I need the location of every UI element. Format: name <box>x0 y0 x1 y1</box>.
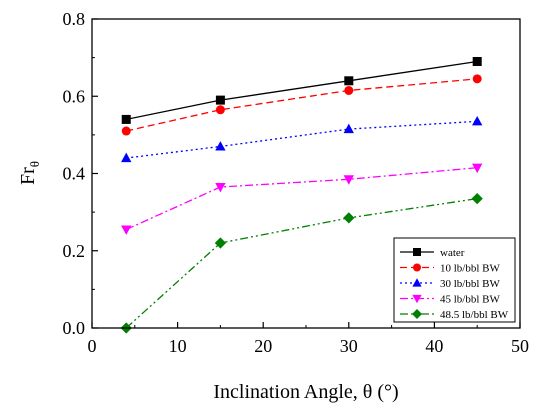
x-tick-label: 50 <box>511 336 529 356</box>
legend-label: 45 lb/bbl BW <box>440 294 501 306</box>
y-tick-label: 0.0 <box>63 318 86 338</box>
legend: water 10 lb/bbl BW 30 lb/bbl BW 45 lb/bbl B… <box>393 237 516 323</box>
series-3 <box>121 115 483 163</box>
data-point <box>343 212 355 224</box>
series-2 <box>121 74 482 136</box>
y-tick-label: 0.8 <box>63 9 86 29</box>
data-point <box>121 152 132 163</box>
data-point <box>472 163 483 174</box>
data-point <box>343 123 354 134</box>
x-tick-label: 40 <box>425 336 443 356</box>
data-point <box>343 175 354 185</box>
series-line <box>126 120 478 159</box>
x-tick-label: 0 <box>88 336 97 356</box>
y-tick-label: 0.6 <box>63 86 86 106</box>
legend-label: 10 lb/bbl BW <box>440 263 501 275</box>
series-line <box>125 197 478 329</box>
series-line <box>125 167 478 231</box>
y-axis-title-subscript: θ <box>27 161 42 167</box>
data-point <box>472 115 483 126</box>
data-point <box>471 192 483 205</box>
series-5 <box>120 192 483 334</box>
x-tick-label: 20 <box>254 336 272 356</box>
y-tick-label: 0.2 <box>63 241 86 261</box>
legend-marker <box>413 248 421 256</box>
data-point <box>215 105 225 115</box>
data-point <box>344 85 354 95</box>
legend-marker <box>412 294 422 304</box>
series-1 <box>121 56 482 124</box>
data-point <box>472 56 482 66</box>
legend-marker <box>412 278 422 287</box>
data-point <box>121 225 132 235</box>
data-point <box>121 114 131 124</box>
series-line <box>126 78 478 132</box>
series-layer <box>120 56 483 334</box>
series-line <box>126 60 478 121</box>
data-point <box>215 141 226 151</box>
data-point <box>472 74 482 84</box>
legend-label: water <box>440 247 465 259</box>
data-point <box>215 95 225 105</box>
series-4 <box>121 163 483 235</box>
ticks-layer: 0 10 20 30 40 50 0.0 0.2 0.4 0.6 0.8 <box>63 9 530 356</box>
y-tick-label: 0.4 <box>63 164 86 184</box>
x-tick-label: 10 <box>169 336 187 356</box>
data-point <box>215 182 226 193</box>
y-axis-title-main: Fr <box>17 167 39 185</box>
legend-marker <box>413 263 421 272</box>
data-point <box>344 76 354 86</box>
x-tick-label: 30 <box>340 336 358 356</box>
x-axis-title: Inclination Angle, θ (°) <box>213 381 398 403</box>
legend-label: 48.5 lb/bbl BW <box>440 309 509 321</box>
data-point <box>121 126 131 136</box>
y-axis-title: Frθ <box>17 161 42 185</box>
legend-label: 30 lb/bbl BW <box>440 278 501 290</box>
legend-marker <box>412 309 422 319</box>
data-point <box>214 237 227 249</box>
